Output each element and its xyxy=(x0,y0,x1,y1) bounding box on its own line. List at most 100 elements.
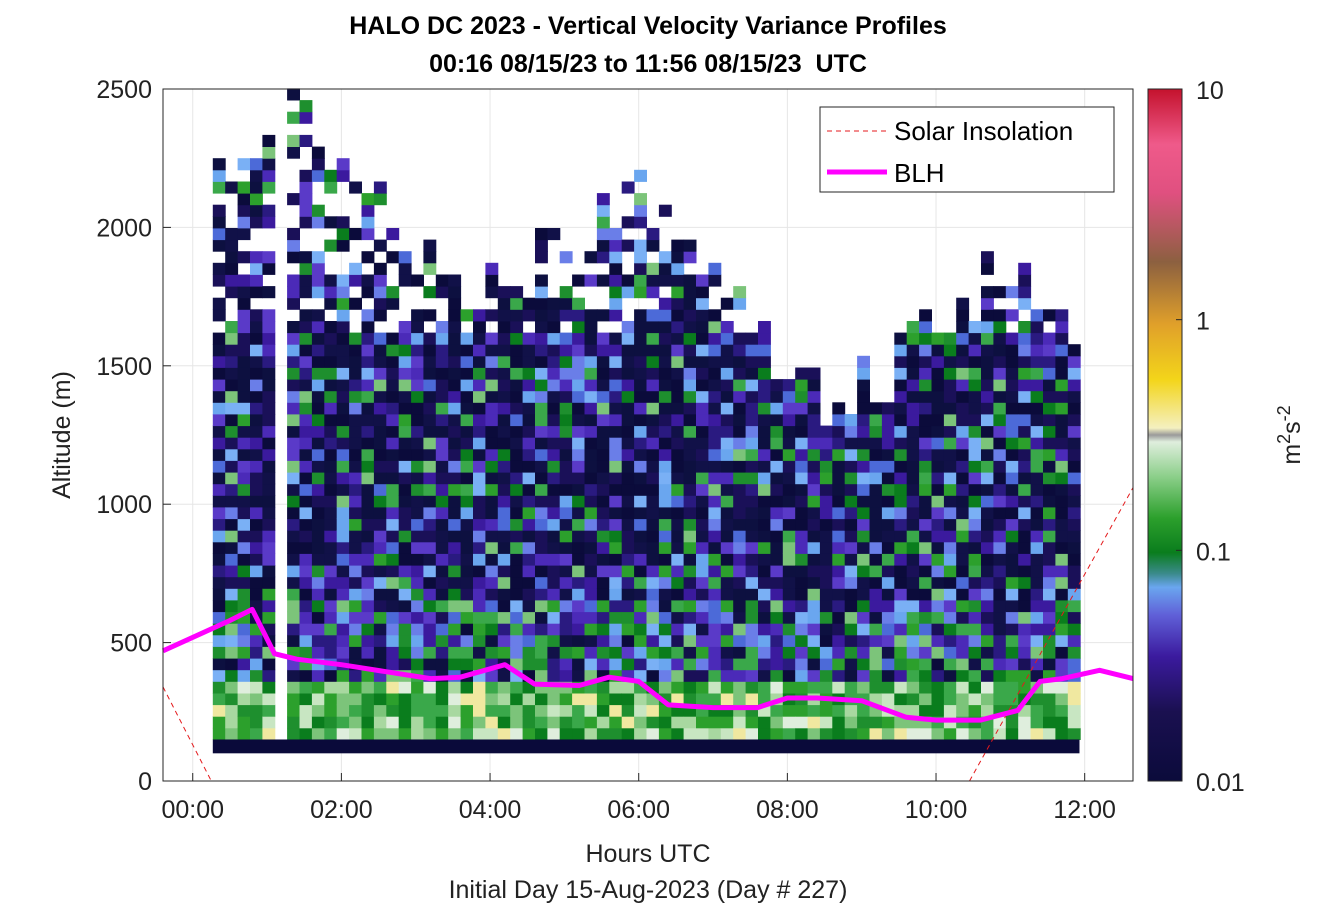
heatmap-cell xyxy=(869,669,883,682)
heatmap-cell xyxy=(460,495,474,508)
heatmap-cell xyxy=(782,425,796,438)
heatmap-cell xyxy=(398,646,412,659)
heatmap-cell xyxy=(423,460,437,473)
heatmap-cell xyxy=(386,565,400,578)
heatmap-cell xyxy=(473,414,486,427)
heatmap-cell xyxy=(1043,693,1056,706)
heatmap-cell xyxy=(250,286,263,299)
heatmap-cell xyxy=(869,600,883,613)
heatmap-cell xyxy=(559,704,573,717)
heatmap-cell xyxy=(522,379,536,392)
heatmap-cell xyxy=(1005,716,1019,729)
heatmap-cell xyxy=(212,274,226,287)
heatmap-cell xyxy=(324,274,338,287)
heatmap-cell xyxy=(1018,716,1032,729)
heatmap-cell xyxy=(460,553,474,566)
heatmap-cell xyxy=(212,727,226,740)
heatmap-cell xyxy=(696,669,709,682)
heatmap-cell xyxy=(212,309,226,322)
heatmap-cell xyxy=(225,355,239,368)
heatmap-cell xyxy=(287,402,300,415)
heatmap-cell xyxy=(349,716,362,729)
heatmap-cell xyxy=(943,576,957,589)
heatmap-cell xyxy=(634,390,647,403)
heatmap-cell xyxy=(535,228,548,241)
heatmap-cell xyxy=(621,321,635,334)
heatmap-cell xyxy=(832,425,846,438)
heatmap-cell xyxy=(448,623,462,636)
heatmap-cell xyxy=(881,565,895,578)
heatmap-cell xyxy=(782,646,796,659)
heatmap-cell xyxy=(250,402,263,415)
heatmap-cell xyxy=(968,332,982,345)
heatmap-cell xyxy=(411,321,424,334)
heatmap-cell xyxy=(981,658,994,671)
heatmap-cell xyxy=(435,448,449,461)
heatmap-cell xyxy=(547,716,561,729)
heatmap-cell xyxy=(981,344,994,357)
heatmap-cell xyxy=(311,530,325,543)
heatmap-cell xyxy=(584,576,598,589)
heatmap-cell xyxy=(361,286,375,299)
heatmap-cell xyxy=(981,553,994,566)
heatmap-cell xyxy=(782,727,796,740)
heatmap-cell xyxy=(324,472,338,485)
heatmap-cell xyxy=(299,321,313,334)
heatmap-cell xyxy=(609,344,623,357)
heatmap-cell xyxy=(931,355,945,368)
heatmap-cell xyxy=(311,367,325,380)
heatmap-cell xyxy=(287,530,300,543)
heatmap-cell xyxy=(336,239,350,252)
heatmap-cell xyxy=(844,623,858,636)
heatmap-cell xyxy=(733,367,747,380)
heatmap-cell xyxy=(299,425,313,438)
heatmap-cell xyxy=(1018,634,1032,647)
heatmap-cell xyxy=(1055,634,1069,647)
heatmap-cell xyxy=(386,658,400,671)
heatmap-cell xyxy=(646,588,660,601)
heatmap-cell xyxy=(671,611,685,624)
heatmap-cell xyxy=(237,669,251,682)
heatmap-cell xyxy=(262,576,276,589)
heatmap-cell xyxy=(572,507,585,520)
heatmap-cell xyxy=(1055,600,1069,613)
heatmap-cell xyxy=(1055,437,1069,450)
heatmap-cell xyxy=(510,646,524,659)
heatmap-cell xyxy=(547,297,561,310)
heatmap-cell xyxy=(621,216,635,229)
heatmap-cell xyxy=(1030,576,1044,589)
heatmap-cell xyxy=(212,402,226,415)
heatmap-cell xyxy=(745,565,759,578)
heatmap-cell xyxy=(435,623,449,636)
heatmap-cell xyxy=(609,495,623,508)
heatmap-cell xyxy=(361,600,375,613)
heatmap-cell xyxy=(299,262,313,275)
heatmap-cell xyxy=(584,553,598,566)
heatmap-cell xyxy=(361,565,375,578)
heatmap-cell xyxy=(1055,518,1069,531)
heatmap-cell xyxy=(832,588,846,601)
heatmap-cell xyxy=(225,262,239,275)
y-tick-label: 500 xyxy=(110,630,152,658)
heatmap-cell xyxy=(336,518,350,531)
heatmap-cell xyxy=(448,588,462,601)
heatmap-cell xyxy=(931,623,945,636)
heatmap-cell xyxy=(522,507,536,520)
heatmap-cell xyxy=(547,646,561,659)
heatmap-cell xyxy=(212,472,226,485)
heatmap-cell xyxy=(1030,704,1044,717)
heatmap-cell xyxy=(473,518,486,531)
heatmap-cell xyxy=(993,379,1007,392)
heatmap-cell xyxy=(584,611,598,624)
heatmap-cell xyxy=(262,169,276,182)
heatmap-cell xyxy=(931,611,945,624)
heatmap-cell xyxy=(547,727,561,740)
heatmap-cell xyxy=(906,646,920,659)
x-axis-sublabel: Initial Day 15-Aug-2023 (Day # 227) xyxy=(449,876,848,904)
heatmap-cell xyxy=(720,611,734,624)
heatmap-cell xyxy=(336,565,350,578)
heatmap-cell xyxy=(572,553,585,566)
heatmap-cell xyxy=(609,286,623,299)
heatmap-cell xyxy=(931,332,945,345)
heatmap-cell xyxy=(398,332,412,345)
